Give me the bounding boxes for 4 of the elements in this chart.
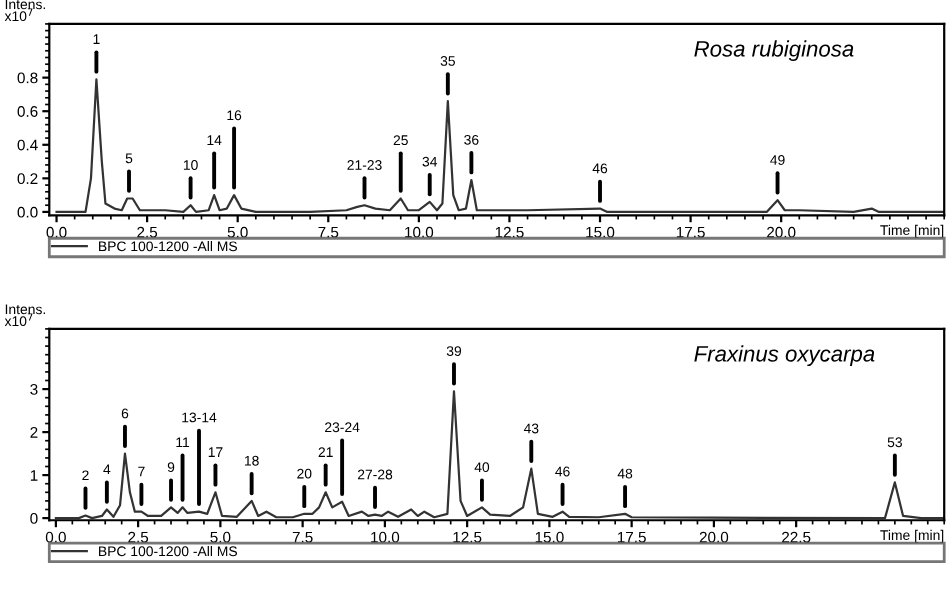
line-series <box>55 78 945 214</box>
line-series <box>54 390 945 520</box>
text: Fraxinus oxycarpa <box>694 345 875 367</box>
text: Rosa rubiginosa <box>694 40 854 62</box>
